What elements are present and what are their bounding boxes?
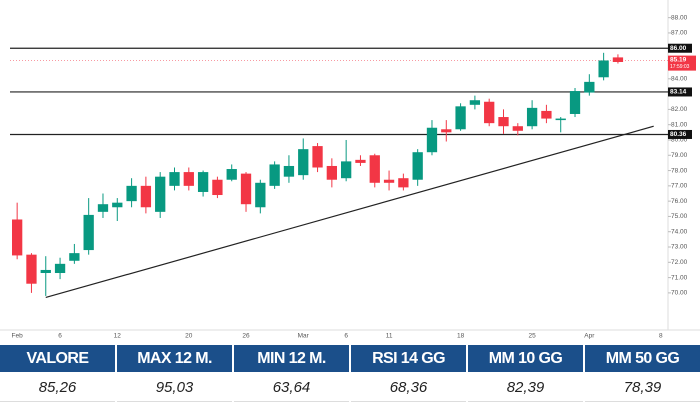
candle-body — [312, 146, 323, 168]
y-tick-label: 79.00 — [671, 152, 688, 159]
y-tick-label: 87.00 — [671, 30, 688, 37]
x-tick-label: 6 — [58, 333, 62, 340]
candle-body — [512, 126, 523, 131]
candle-body — [555, 118, 566, 121]
y-tick-label: 76.00 — [671, 198, 688, 205]
candle-body — [183, 172, 194, 186]
candle-body — [54, 263, 66, 274]
x-tick-label: 6 — [344, 333, 348, 340]
candle-body — [398, 178, 409, 188]
y-tick-label: 75.00 — [671, 213, 688, 220]
y-tick-label: 84.00 — [671, 76, 688, 83]
candle-body — [412, 152, 423, 180]
table-header: RSI 14 GG — [351, 345, 466, 372]
candle-body — [12, 219, 23, 256]
candle-body — [269, 164, 280, 186]
candle-body — [40, 269, 51, 274]
x-tick-label: 11 — [386, 333, 393, 340]
x-tick-label: 12 — [114, 333, 122, 340]
candle-body — [355, 159, 366, 163]
y-tick-label: 77.00 — [671, 183, 688, 190]
y-tick-label: 72.00 — [671, 259, 688, 266]
table-cell: 85,26 — [0, 374, 115, 402]
table-cell: 68,36 — [351, 374, 466, 402]
x-tick-label: 26 — [242, 333, 250, 340]
candle-body — [140, 185, 152, 208]
candle-body — [155, 176, 166, 212]
candle-body — [197, 172, 209, 192]
y-tick-label: 88.00 — [671, 14, 688, 21]
table-cell: 78,39 — [585, 374, 700, 402]
x-tick-label: Feb — [12, 333, 24, 340]
y-tick-label: 73.00 — [671, 244, 688, 251]
trend-line — [45, 125, 654, 299]
candle-body — [526, 107, 538, 127]
x-tick-label: Apr — [584, 333, 595, 340]
chart: 70.00 71.00 72.00 73.00 74.00 75.00 76.00 77.00… — [0, 0, 700, 340]
x-tick-label: 25 — [528, 333, 536, 340]
level-label: 80.36 — [670, 131, 687, 138]
candle-body — [212, 179, 223, 196]
candle-body — [598, 60, 609, 78]
x-tick-label: 8 — [659, 333, 663, 340]
table-header: MM 10 GG — [468, 345, 583, 372]
table-cell: 82,39 — [468, 374, 583, 402]
table-header: MAX 12 M. — [117, 345, 232, 372]
candle-body — [283, 165, 295, 177]
level-label-box — [668, 43, 692, 53]
table-cell: 95,03 — [117, 374, 232, 402]
table-header: MM 50 GG — [585, 345, 700, 372]
candle-body — [298, 149, 309, 176]
candle-body — [169, 172, 180, 186]
candle-body — [469, 100, 481, 105]
candle-body — [498, 117, 509, 127]
level-label-box — [668, 129, 692, 139]
candle-body — [69, 253, 80, 261]
candle-body — [455, 106, 466, 130]
candle-body — [383, 179, 395, 183]
candle-body — [541, 110, 552, 119]
table-header: VALORE — [0, 345, 115, 372]
table-cell: 63,64 — [234, 374, 349, 402]
last-price-label: 85.19 — [670, 56, 687, 63]
last-price-time: 17:59:03 — [670, 64, 690, 70]
y-tick-label: 81.00 — [671, 121, 688, 128]
candle-body — [97, 204, 109, 212]
candle-body — [26, 254, 37, 284]
x-tick-label: Mar — [298, 333, 310, 340]
y-tick-label: 78.00 — [671, 167, 688, 174]
candle-body — [226, 169, 237, 180]
candle-body — [112, 202, 123, 208]
y-tick-label: 71.00 — [671, 274, 688, 281]
last-price-box — [668, 55, 696, 71]
y-tick-label: 82.00 — [671, 106, 688, 113]
candle-body — [612, 57, 624, 62]
x-tick-label: 18 — [457, 333, 465, 340]
candle-body — [426, 127, 438, 153]
candle-body — [341, 161, 352, 179]
candle-body — [369, 155, 380, 183]
candle-body — [484, 101, 495, 124]
stats-table: VALORE MAX 12 M. MIN 12 M. RSI 14 GG MM 10 G… — [0, 345, 700, 402]
candle-body — [255, 182, 266, 208]
x-tick-label: 20 — [185, 333, 193, 340]
candle-body — [240, 173, 252, 205]
y-tick-label: 74.00 — [671, 228, 688, 235]
candle-body — [326, 165, 337, 180]
candle-body — [83, 214, 94, 251]
candle-body — [126, 185, 137, 202]
y-tick-label: 70.00 — [671, 290, 688, 297]
level-label: 86.00 — [670, 45, 687, 52]
level-label-box — [668, 87, 692, 97]
candle-body — [441, 129, 452, 133]
level-label: 83.14 — [670, 89, 687, 96]
candle-body — [584, 81, 595, 93]
table-header: MIN 12 M. — [234, 345, 349, 372]
candle-body — [569, 91, 581, 114]
y-tick-label: 80.00 — [671, 137, 688, 144]
